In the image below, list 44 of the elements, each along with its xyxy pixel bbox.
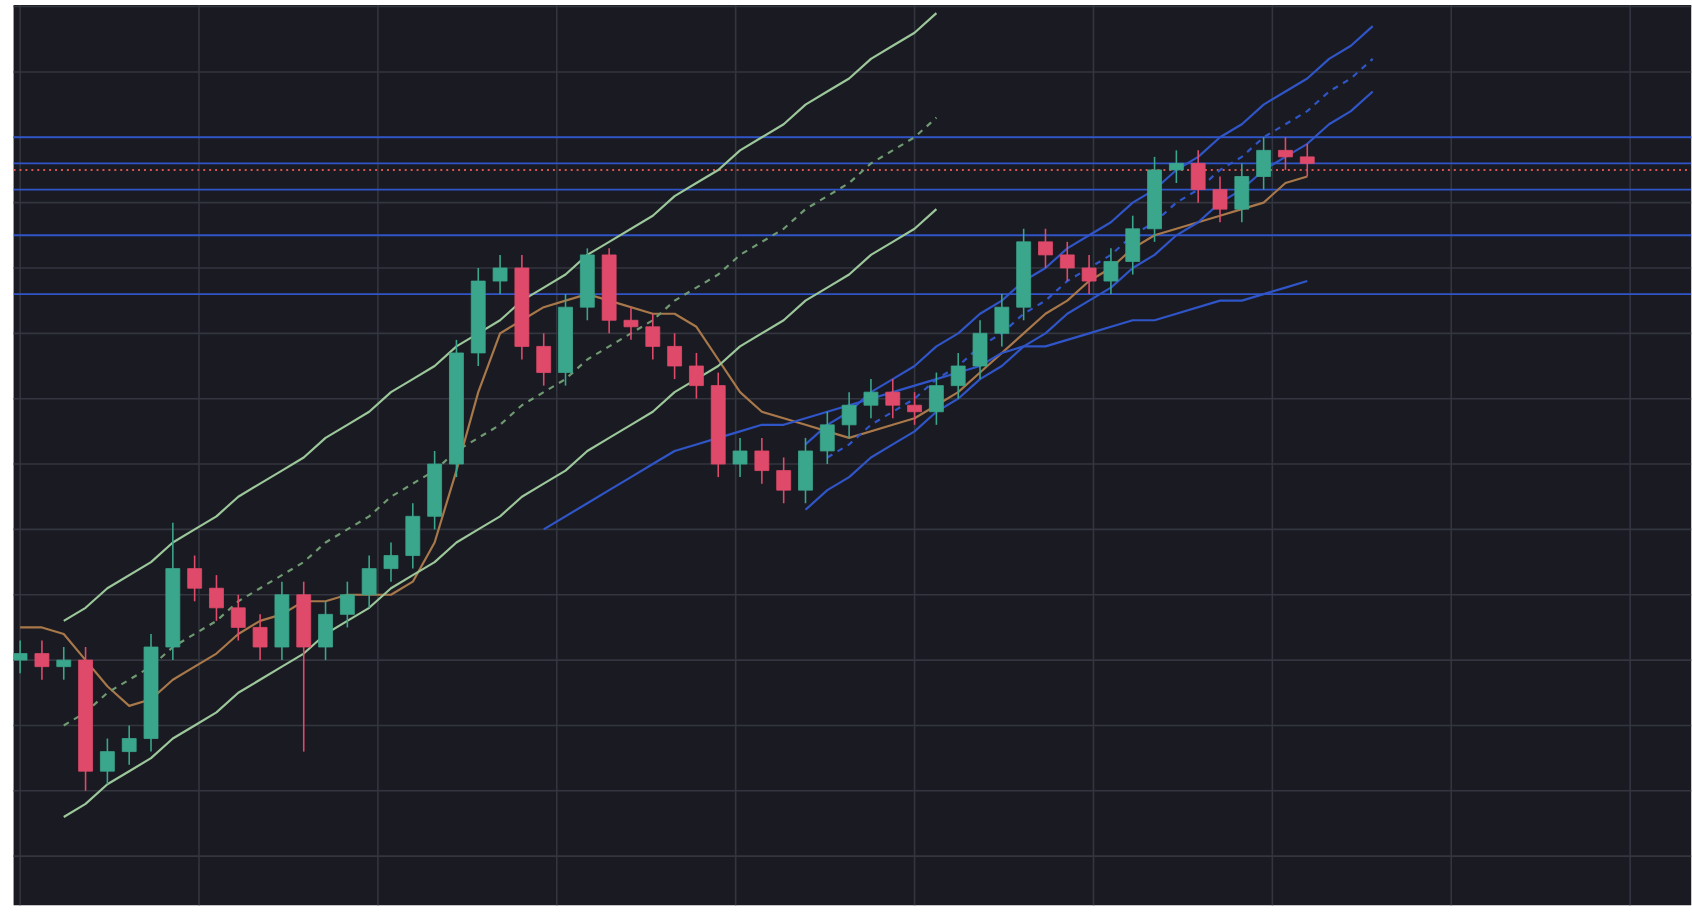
candlestick xyxy=(645,312,661,360)
candlestick xyxy=(383,541,399,582)
candlestick xyxy=(623,305,639,341)
candlestick xyxy=(1168,149,1184,184)
candlestick xyxy=(994,292,1010,347)
candlestick xyxy=(929,371,944,426)
candlestick xyxy=(361,554,377,609)
candlestick xyxy=(950,351,966,400)
candlestick xyxy=(667,332,682,380)
candlestick xyxy=(689,351,704,400)
candlestick xyxy=(209,573,224,622)
candlestick xyxy=(819,410,835,465)
candlestick xyxy=(841,390,857,439)
candlestick xyxy=(230,593,246,641)
candlestick xyxy=(339,580,355,628)
candlestick xyxy=(732,436,748,478)
candlestick xyxy=(1190,149,1206,203)
candlestick xyxy=(1256,136,1272,190)
candlestick xyxy=(972,319,988,380)
candlestick xyxy=(1299,142,1315,177)
candlestick xyxy=(492,253,508,295)
candlestick xyxy=(121,724,137,765)
candlestick xyxy=(318,600,333,661)
candlestick xyxy=(1234,162,1250,223)
candlestick xyxy=(885,377,901,419)
candlestick xyxy=(776,456,792,504)
candlestick xyxy=(907,390,922,426)
candlestick xyxy=(252,613,268,661)
candlestick xyxy=(405,502,421,569)
candlestick xyxy=(34,639,50,681)
candlestick xyxy=(100,737,115,785)
candlestick xyxy=(1125,214,1141,275)
candlestick xyxy=(187,554,203,602)
candlestick xyxy=(1081,253,1097,295)
candlestick xyxy=(536,332,552,386)
candlestick xyxy=(1103,247,1119,295)
candlestick xyxy=(798,436,813,504)
candlestick xyxy=(1059,240,1075,282)
candlestick xyxy=(56,645,72,681)
candlestick xyxy=(1212,175,1228,223)
candlestick xyxy=(863,377,879,419)
candlestick xyxy=(1038,227,1053,269)
candlestick xyxy=(1278,136,1293,171)
candlestick xyxy=(754,436,770,484)
